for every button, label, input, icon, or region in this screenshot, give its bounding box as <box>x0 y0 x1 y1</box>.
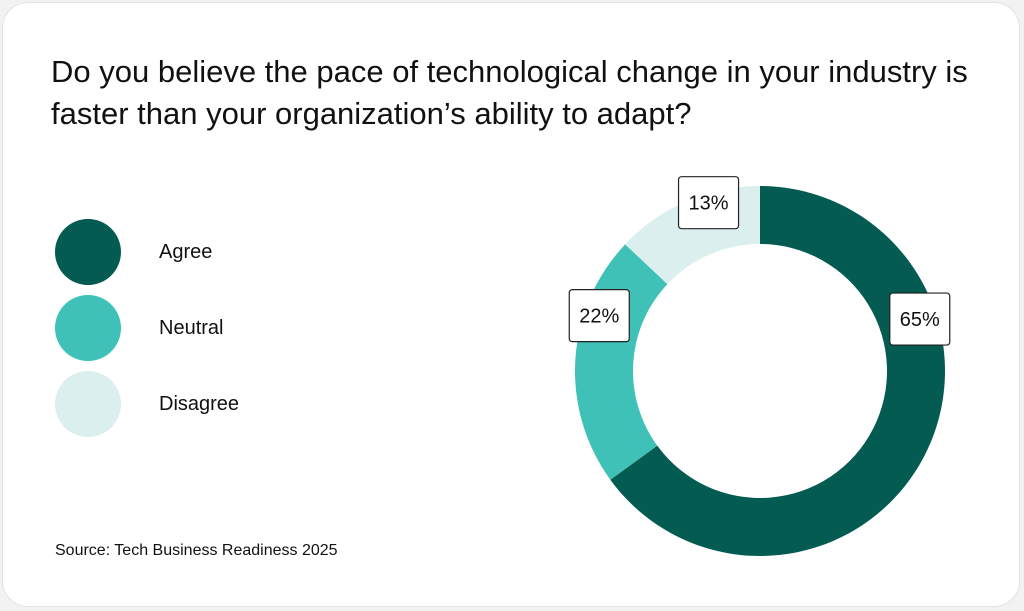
value-label-agree: 65% <box>889 292 951 346</box>
legend-swatch-agree <box>55 219 121 285</box>
donut-slice-agree <box>610 186 945 556</box>
legend-swatch-neutral <box>55 295 121 361</box>
donut-slice-neutral <box>575 244 668 480</box>
value-label-box-disagree <box>677 176 740 230</box>
value-label-box-agree <box>889 292 951 346</box>
donut-chart: 65% 22% 13% <box>568 176 951 556</box>
source-note: Source: Tech Business Readiness 2025 <box>55 542 338 559</box>
value-label-text-neutral: 22% <box>579 306 619 328</box>
value-label-text-agree: 65% <box>900 309 940 331</box>
legend-label-disagree: Disagree <box>159 393 240 415</box>
value-label-box-neutral <box>568 289 630 343</box>
value-label-text-disagree: 13% <box>689 193 729 215</box>
legend-label-agree: Agree <box>159 241 213 263</box>
legend-swatch-disagree <box>55 371 121 437</box>
value-label-disagree: 13% <box>677 176 740 230</box>
value-label-neutral: 22% <box>568 289 630 343</box>
chart-title: Do you believe the pace of technological… <box>51 54 968 131</box>
legend-label-neutral: Neutral <box>159 317 224 339</box>
